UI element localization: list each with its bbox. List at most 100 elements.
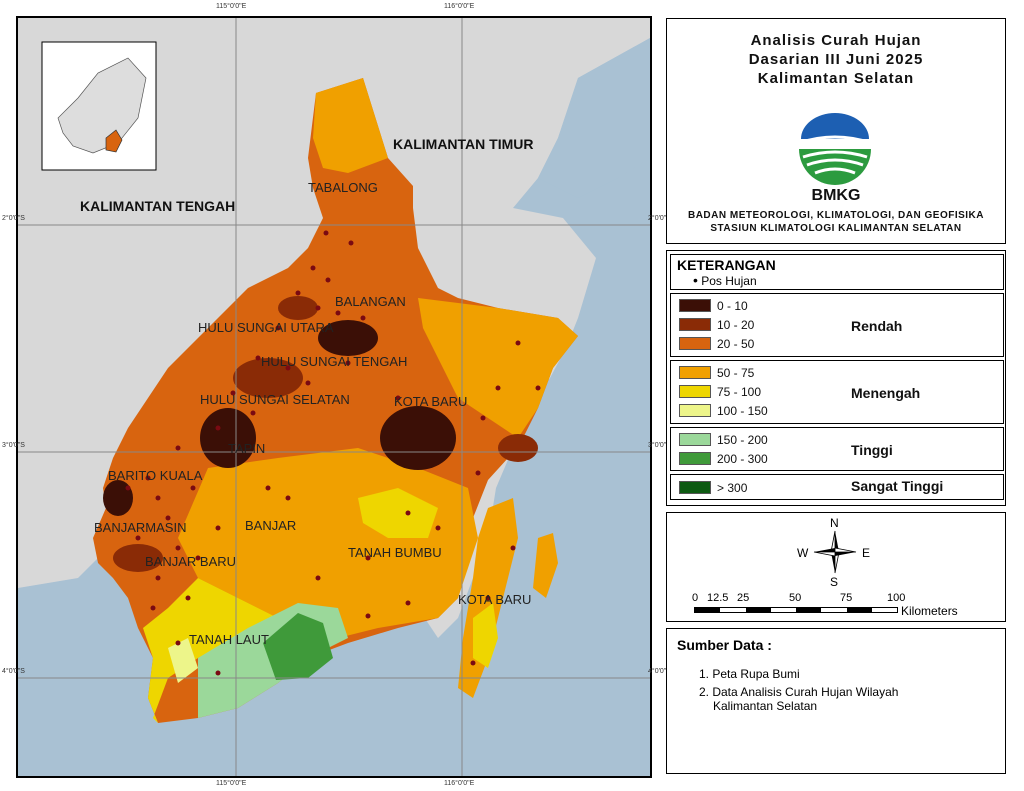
label-hss: HULU SUNGAI SELATAN — [200, 392, 350, 407]
core-hst — [318, 320, 378, 356]
scale-tick-75: 75 — [840, 592, 853, 604]
title-line-3: Kalimantan Selatan — [757, 70, 915, 87]
legend-menengah-box: 50 - 75 75 - 100 100 - 150 Menengah — [670, 360, 1004, 424]
category-sangat-tinggi: Sangat Tinggi — [851, 478, 944, 494]
zone-yellow-east — [358, 488, 438, 538]
title-line-1: Analisis Curah Hujan — [750, 32, 922, 49]
compass-n: N — [830, 516, 839, 530]
grid-label-right-upper: 2°0'0"S — [648, 215, 671, 222]
grid-label-right-lower: 4°0'0"S — [648, 668, 671, 675]
category-tinggi: Tinggi — [851, 442, 893, 458]
core-hss — [200, 408, 256, 468]
inset-borneo — [57, 57, 147, 154]
swatch-75-100 — [679, 385, 711, 398]
title-line-2: Dasarian III Juni 2025 — [748, 51, 924, 68]
label-banjarbaru: BANJAR BARU — [145, 554, 237, 569]
label-20-50: 20 - 50 — [717, 337, 755, 351]
label-hst: HULU SUNGAI TENGAH — [261, 354, 408, 369]
label-kotabaru-1: KOTA BARU — [394, 394, 468, 409]
org-line-2: STASIUN KLIMATOLOGI KALIMANTAN SELATAN — [710, 223, 962, 234]
scale-tick-25: 25 — [737, 592, 750, 604]
zone-menengah-north — [313, 78, 388, 173]
source-panel: Sumber Data : 1. Peta Rupa Bumi 2. Data … — [666, 628, 1006, 774]
sea-area — [538, 38, 650, 198]
label-hsu: HULU SUNGAI UTARA — [198, 320, 334, 335]
grid-label-left-lower: 4°0'0"S — [2, 668, 25, 675]
legend-header-box: KETERANGAN • Pos Hujan — [670, 254, 1004, 290]
grid-label-left-middle: 3°0'0"S — [2, 442, 25, 449]
source-item-1: 1. Peta Rupa Bumi — [699, 667, 800, 681]
zone-rendah-hsu — [278, 296, 318, 320]
swatch-50-75 — [679, 366, 711, 379]
zone-rendah-east — [498, 434, 538, 462]
label-kotabaru-2: KOTA BARU — [458, 592, 532, 607]
bmkg-logo — [795, 109, 875, 189]
swatch-100-150 — [679, 404, 711, 417]
legend-title: KETERANGAN — [677, 257, 776, 273]
label-tabalong: TABALONG — [308, 180, 378, 195]
legend-rendah-box: 0 - 10 10 - 20 20 - 50 Rendah — [670, 293, 1004, 357]
label-banjar: BANJAR — [245, 518, 297, 533]
label-150-200: 150 - 200 — [717, 433, 768, 447]
label-kalteng: KALIMANTAN TENGAH — [80, 198, 236, 214]
north-arrow-icon — [810, 519, 860, 585]
small-island — [533, 533, 558, 598]
swatch-10-20 — [679, 318, 711, 331]
scale-tick-50: 50 — [789, 592, 802, 604]
label-200-300: 200 - 300 — [717, 452, 768, 466]
title-panel: Analisis Curah Hujan Dasarian III Juni 2… — [666, 18, 1006, 244]
category-rendah: Rendah — [851, 318, 903, 334]
core-kotabaru — [380, 406, 456, 470]
org-line-1: BADAN METEOROLOGI, KLIMATOLOGI, DAN GEOF… — [687, 210, 984, 221]
zone-yellow-island — [473, 603, 498, 668]
grid-label-left-upper: 2°0'0"S — [2, 215, 25, 222]
grid-label-bottom-right: 116°0'0"E — [444, 780, 475, 787]
grid-label-bottom-left: 115°0'0"E — [216, 780, 247, 787]
source-item-2a: 2. Data Analisis Curah Hujan Wilayah — [699, 685, 899, 699]
legend-sangat-tinggi-box: > 300 Sangat Tinggi — [670, 474, 1004, 500]
compass-e: E — [862, 546, 871, 560]
scale-tick-0: 0 — [692, 592, 699, 604]
source-title: Sumber Data : — [677, 637, 772, 653]
swatch-150-200 — [679, 433, 711, 446]
scale-tick-100: 100 — [887, 592, 906, 604]
label-tanahlaut: TANAH LAUT — [189, 632, 269, 647]
zone-rendah-banjarmasin — [113, 544, 163, 572]
label-0-10: 0 - 10 — [717, 299, 748, 313]
label-50-75: 50 - 75 — [717, 366, 755, 380]
source-item-2b: Kalimantan Selatan — [713, 699, 818, 713]
swatch-20-50 — [679, 337, 711, 350]
scale-bar — [694, 607, 898, 613]
scale-unit: Kilometers — [901, 604, 958, 618]
label-banjarmasin: BANJARMASIN — [94, 520, 187, 535]
label-tapin: TAPIN — [228, 441, 266, 456]
compass-s: S — [830, 575, 839, 589]
rain-station-points — [125, 230, 541, 676]
legend-tinggi-box: 150 - 200 200 - 300 Tinggi — [670, 427, 1004, 471]
label-10-20: 10 - 20 — [717, 318, 755, 332]
bmkg-logo-text: BMKG — [811, 187, 861, 204]
category-menengah: Menengah — [851, 385, 921, 401]
rainfall-map[interactable]: KALIMANTAN TENGAH KALIMANTAN TIMUR TABAL… — [16, 16, 652, 778]
swatch-0-10 — [679, 299, 711, 312]
scale-tick-12-5: 12.5 — [707, 592, 729, 604]
zone-tinggi-dark — [263, 613, 333, 680]
map-canvas — [18, 18, 650, 776]
label-300-plus: > 300 — [717, 481, 748, 495]
swatch-200-300 — [679, 452, 711, 465]
zone-menengah-east — [418, 298, 578, 438]
swatch-300-plus — [679, 481, 711, 494]
zone-yellow-light — [168, 638, 198, 683]
compass-w: W — [797, 546, 809, 560]
core-baritokuala — [103, 480, 133, 516]
grid-label-top-left: 115°0'0"E — [216, 3, 247, 10]
label-100-150: 100 - 150 — [717, 404, 768, 418]
grid-label-top-right: 116°0'0"E — [444, 3, 475, 10]
label-kaltim: KALIMANTAN TIMUR — [393, 136, 534, 152]
label-75-100: 75 - 100 — [717, 385, 762, 399]
label-tanahbumbu: TANAH BUMBU — [348, 545, 442, 560]
grid-label-right-middle: 3°0'0"S — [648, 442, 671, 449]
compass-scale-panel: N S W E 0 12.5 25 50 75 100 Kilometers — [666, 512, 1006, 622]
legend-point-label: • Pos Hujan — [693, 272, 757, 288]
inset-kalsel-highlight — [105, 129, 123, 153]
